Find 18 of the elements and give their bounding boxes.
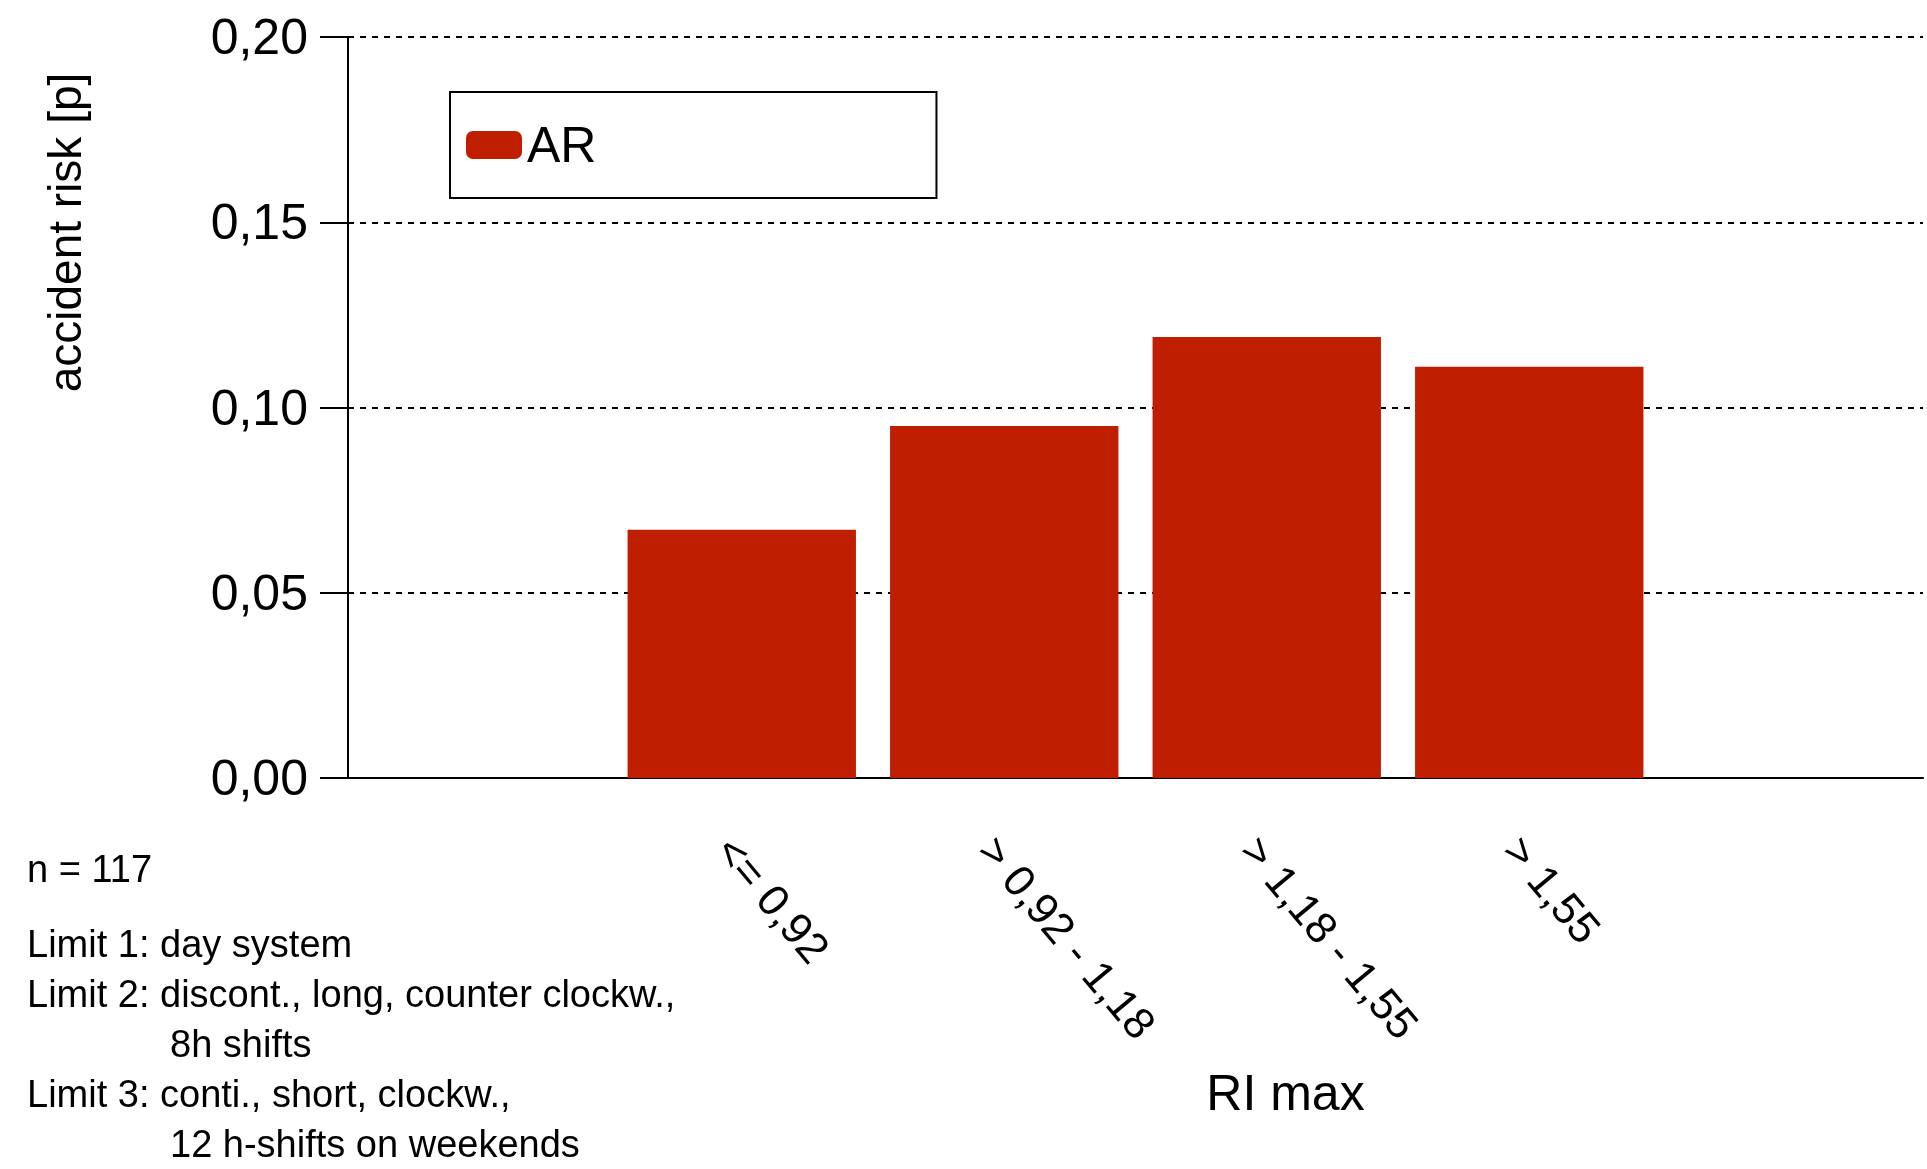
y-tick-label: 0,20 xyxy=(210,9,308,65)
y-tick-label: 0,10 xyxy=(210,379,308,436)
bar xyxy=(890,426,1119,778)
x-tick-label: > 1,55 xyxy=(1493,826,1611,953)
y-tick-label: 0,05 xyxy=(210,564,308,621)
x-tick-label: > 1,18 - 1,55 xyxy=(1231,826,1429,1049)
text: Limit 3: conti., short, clockw., 12 h-shifts on weekends xyxy=(27,1073,580,1165)
bar xyxy=(1415,366,1644,778)
legend-label: AR xyxy=(527,117,597,173)
bar xyxy=(627,529,856,778)
x-axis-title: RI max xyxy=(1206,1065,1365,1121)
bar xyxy=(1152,337,1381,778)
text: Limit 2: discont., long, counter clockw., 8h shifts xyxy=(27,973,676,1065)
text: n = 117 xyxy=(27,848,153,890)
y-tick-label: 0,15 xyxy=(210,194,308,251)
y-axis-title: accident risk [p] xyxy=(39,72,91,393)
y-tick-label: 0,00 xyxy=(210,750,308,806)
text: Limit 1: day system xyxy=(27,923,353,965)
